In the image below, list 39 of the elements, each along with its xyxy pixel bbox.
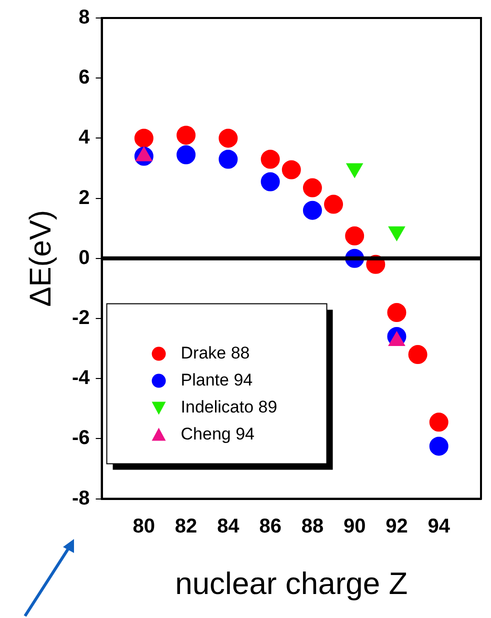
point (134, 128, 154, 148)
x-tick-label: 90 (343, 515, 366, 538)
legend-label: Indelicato 89 (180, 397, 278, 416)
x-tick-label: 80 (132, 515, 156, 538)
y-tick-label: -6 (72, 427, 90, 450)
point (302, 200, 322, 220)
point (260, 172, 280, 192)
x-tick-label: 84 (217, 515, 240, 538)
y-tick-label: 8 (78, 6, 90, 29)
y-tick-label: -2 (72, 307, 90, 330)
point (429, 436, 448, 456)
point (408, 345, 428, 364)
point (176, 126, 196, 145)
x-tick-label: 86 (259, 515, 282, 538)
point (302, 178, 322, 198)
point (218, 128, 238, 148)
point (324, 194, 344, 214)
point (282, 160, 301, 180)
point (429, 412, 448, 432)
y-tick-label: -4 (72, 367, 91, 390)
point (260, 150, 280, 169)
x-tick-label: 94 (428, 515, 451, 538)
x-tick-label: 88 (301, 515, 324, 538)
legend-label: Drake 88 (180, 343, 250, 362)
y-axis-title: ΔE(eV) (24, 210, 58, 307)
x-axis-title: nuclear charge Z (175, 566, 408, 601)
y-tick-label: 4 (78, 126, 91, 149)
point (387, 302, 406, 322)
y-tick-label: 0 (78, 246, 90, 269)
legend-label: Plante 94 (180, 370, 253, 390)
y-tick-label: 6 (78, 66, 90, 89)
point (176, 145, 196, 164)
legend-label: Cheng 94 (180, 424, 255, 444)
point (218, 150, 238, 169)
y-tick-label: 2 (78, 186, 90, 209)
x-tick-label: 92 (386, 515, 408, 538)
x-tick-label: 82 (174, 515, 198, 538)
y-tick-label: -8 (72, 487, 90, 510)
point (345, 226, 364, 246)
